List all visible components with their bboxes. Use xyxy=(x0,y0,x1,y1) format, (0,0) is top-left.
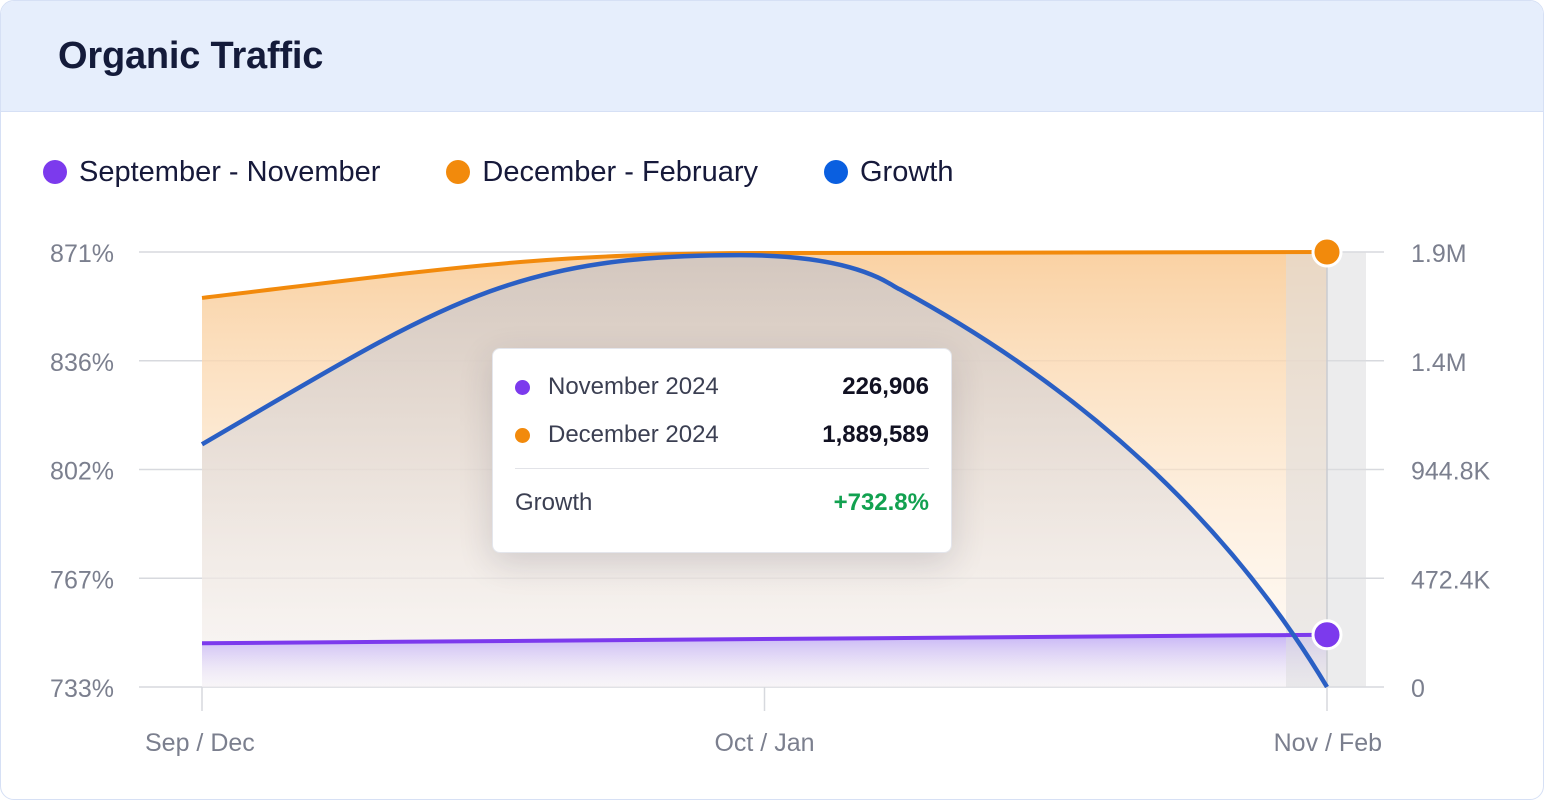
card-title: Organic Traffic xyxy=(58,35,324,77)
right-axis-tick-label: 944.8K xyxy=(1411,458,1491,486)
series-line-growth xyxy=(200,252,1329,689)
card-header: Organic Traffic xyxy=(1,1,1543,112)
tooltip-row-november: November 2024 226,906 xyxy=(515,372,929,402)
legend-label: September - November xyxy=(79,155,381,188)
legend-dot xyxy=(446,160,471,184)
x-axis-tick-label: Oct / Jan xyxy=(714,729,814,757)
legend-label: Growth xyxy=(860,155,954,188)
x-axis-tick-label: Sep / Dec xyxy=(145,729,255,757)
chart-legend: September - November December - February… xyxy=(43,151,1019,193)
tooltip-growth-label: Growth xyxy=(515,489,593,516)
tooltip-growth-value: +732.8% xyxy=(833,489,929,516)
legend-item-september-november[interactable]: September - November xyxy=(43,156,380,189)
tooltip-row-december: December 2024 1,889,589 xyxy=(515,420,929,450)
right-axis-tick-label: 472.4K xyxy=(1411,566,1491,594)
legend-item-december-february[interactable]: December - February xyxy=(446,156,758,189)
tooltip-divider xyxy=(515,468,929,469)
chart-tooltip: November 2024 226,906 December 2024 1,88… xyxy=(492,348,952,553)
x-axis-tick-label: Nov / Feb xyxy=(1274,729,1382,757)
left-axis-tick-label: 767% xyxy=(50,566,114,594)
right-axis-tick-label: 0 xyxy=(1411,675,1425,703)
legend-dot xyxy=(43,160,67,184)
area-september-november xyxy=(202,634,1327,687)
right-axis-tick-label: 1.4M xyxy=(1411,349,1467,377)
point-december-february xyxy=(1311,236,1343,268)
series-line-september-november xyxy=(201,632,1328,646)
tooltip-row-growth: Growth +732.8% xyxy=(515,488,929,518)
right-axis-tick-label: 1.9M xyxy=(1411,240,1467,268)
left-axis-tick-label: 733% xyxy=(50,675,114,703)
tooltip-label: December 2024 xyxy=(548,421,719,448)
left-axis-tick-label: 802% xyxy=(50,458,114,486)
legend-item-growth[interactable]: Growth xyxy=(824,156,953,189)
tooltip-value: 1,889,589 xyxy=(822,421,929,448)
tooltip-value: 226,906 xyxy=(842,373,929,400)
tooltip-label: November 2024 xyxy=(548,373,719,400)
tooltip-dot xyxy=(515,427,530,443)
left-axis-tick-label: 836% xyxy=(50,349,114,377)
hover-highlight-band xyxy=(1286,252,1366,687)
left-axis-tick-label: 871% xyxy=(50,240,114,268)
legend-label: December - February xyxy=(482,155,758,188)
point-september-november xyxy=(1311,619,1343,651)
legend-dot xyxy=(824,160,848,184)
tooltip-dot xyxy=(515,379,530,395)
